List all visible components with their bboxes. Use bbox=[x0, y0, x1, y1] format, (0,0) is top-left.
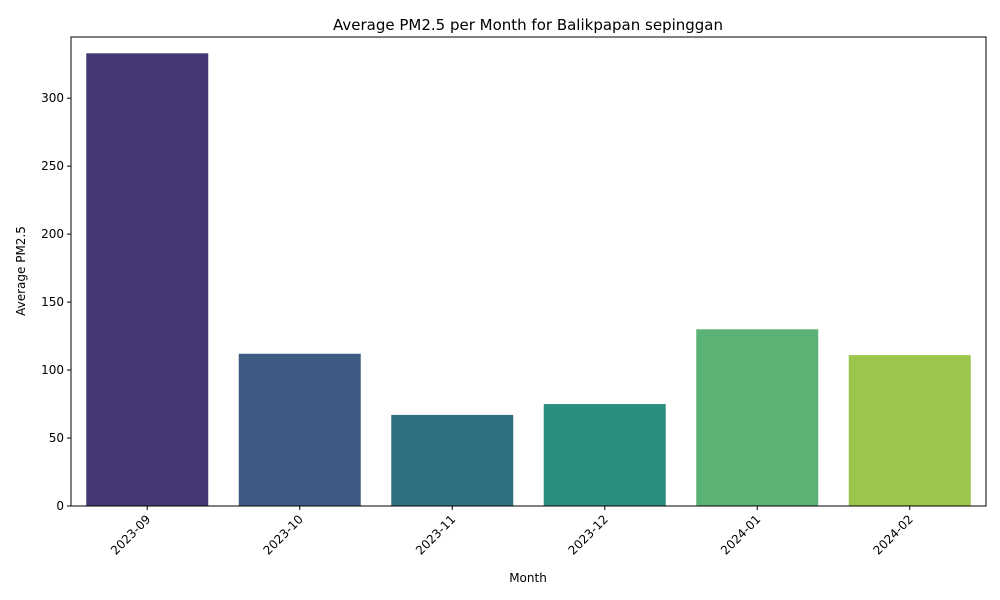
y-tick-label: 50 bbox=[49, 431, 64, 445]
bar-2024-01 bbox=[696, 329, 819, 506]
y-tick-label: 0 bbox=[56, 499, 64, 513]
y-axis-label: Average PM2.5 bbox=[14, 226, 28, 316]
x-tick-label: 2024-01 bbox=[718, 512, 763, 557]
y-tick-label: 200 bbox=[41, 227, 64, 241]
y-axis-ticks: 0 50 100 150 200 250 300 bbox=[41, 91, 71, 513]
x-tick-label: 2023-10 bbox=[261, 512, 306, 557]
bar-2023-10 bbox=[238, 353, 361, 506]
plot-frame bbox=[70, 36, 987, 507]
y-tick-label: 100 bbox=[41, 363, 64, 377]
x-tick-label: 2024-02 bbox=[871, 512, 916, 557]
x-axis-ticks: 2023-09 2023-10 2023-11 2023-12 2024-01 2024-… bbox=[108, 506, 916, 558]
x-tick-label: 2023-12 bbox=[566, 512, 611, 557]
bar-2024-02 bbox=[848, 355, 971, 506]
y-tick-label: 300 bbox=[41, 91, 64, 105]
bar-2023-12 bbox=[543, 404, 666, 506]
y-tick-label: 250 bbox=[41, 159, 64, 173]
chart-title: Average PM2.5 per Month for Balikpapan s… bbox=[333, 16, 723, 34]
x-tick-label: 2023-09 bbox=[108, 512, 153, 557]
x-axis-label: Month bbox=[509, 571, 547, 585]
bar-2023-09 bbox=[86, 53, 209, 506]
bars bbox=[86, 53, 971, 506]
bar-2023-11 bbox=[391, 414, 514, 506]
x-tick-label: 2023-11 bbox=[413, 512, 458, 557]
y-tick-label: 150 bbox=[41, 295, 64, 309]
